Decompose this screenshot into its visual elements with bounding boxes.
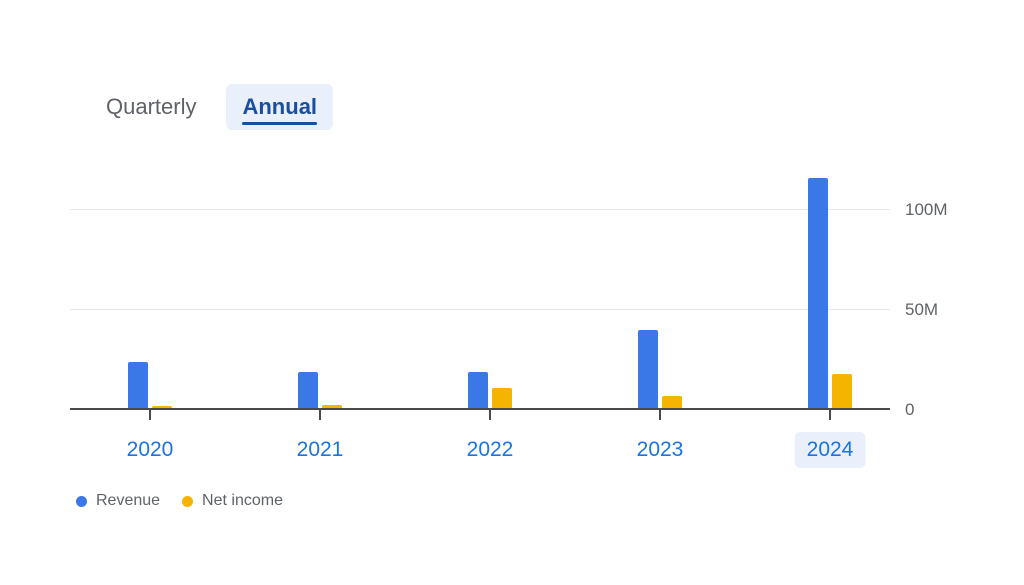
year-label-2020[interactable]: 2020	[115, 432, 186, 468]
period-tabs: Quarterly Annual	[90, 84, 333, 130]
bar-group-2024[interactable]	[808, 178, 852, 408]
bar-revenue-2023[interactable]	[638, 330, 658, 408]
bar-group-2020[interactable]	[128, 362, 172, 408]
legend-label-revenue: Revenue	[96, 492, 160, 510]
bar-revenue-2020[interactable]	[128, 362, 148, 408]
y-tick-label: 50M	[905, 300, 938, 320]
legend-item-revenue: Revenue	[76, 492, 160, 510]
y-tick-label: 0	[905, 400, 914, 420]
bar-net_income-2024[interactable]	[832, 374, 852, 408]
legend-swatch-net-income	[182, 496, 193, 507]
year-label-2024[interactable]: 2024	[795, 432, 866, 468]
bar-net_income-2023[interactable]	[662, 396, 682, 408]
x-tick	[489, 410, 491, 420]
x-axis-labels: 2020 2021 2022 2023 2024	[70, 432, 890, 472]
bar-group-2021[interactable]	[298, 372, 342, 408]
x-tick	[319, 410, 321, 420]
bar-revenue-2021[interactable]	[298, 372, 318, 408]
x-tick	[659, 410, 661, 420]
legend-item-net-income: Net income	[182, 492, 283, 510]
bar-net_income-2020[interactable]	[152, 406, 172, 408]
chart-legend: Revenue Net income	[76, 492, 283, 510]
tab-annual[interactable]: Annual	[226, 84, 333, 130]
x-axis	[70, 408, 890, 410]
bar-group-2022[interactable]	[468, 372, 512, 408]
y-axis-labels: 050M100M	[905, 170, 985, 410]
y-tick-label: 100M	[905, 200, 948, 220]
year-label-2021[interactable]: 2021	[285, 432, 356, 468]
legend-swatch-revenue	[76, 496, 87, 507]
legend-label-net-income: Net income	[202, 492, 283, 510]
year-label-2023[interactable]: 2023	[625, 432, 696, 468]
financials-chart	[70, 170, 890, 410]
bar-group-2023[interactable]	[638, 330, 682, 408]
bar-net_income-2021[interactable]	[322, 405, 342, 408]
year-label-2022[interactable]: 2022	[455, 432, 526, 468]
bar-revenue-2024[interactable]	[808, 178, 828, 408]
x-tick	[149, 410, 151, 420]
bar-revenue-2022[interactable]	[468, 372, 488, 408]
tab-quarterly[interactable]: Quarterly	[90, 84, 212, 130]
x-tick	[829, 410, 831, 420]
bar-net_income-2022[interactable]	[492, 388, 512, 408]
